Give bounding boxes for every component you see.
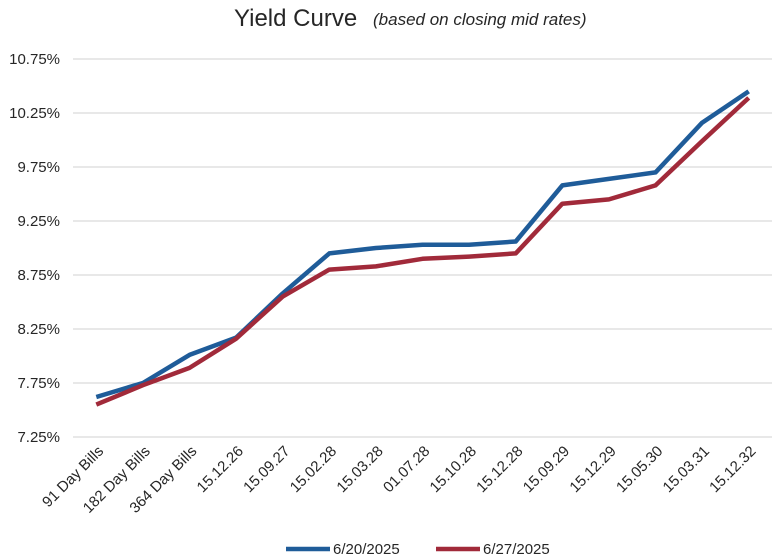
y-tick-label: 10.25% — [9, 105, 60, 122]
y-tick-label: 8.25% — [17, 321, 60, 338]
series-line-1 — [95, 89, 750, 400]
y-tick-label: 7.75% — [17, 375, 60, 392]
gridlines — [73, 58, 772, 438]
y-tick-label: 9.75% — [17, 159, 60, 176]
x-tick-label: 15.12.28 — [473, 443, 526, 496]
legend-label: 6/20/2025 — [333, 541, 400, 558]
x-tick-label: 15.12.29 — [566, 443, 619, 496]
chart-title: Yield Curve — [234, 5, 357, 32]
x-tick-label: 15.12.26 — [194, 443, 247, 496]
x-tick-label: 15.12.32 — [706, 443, 759, 496]
legend-label: 6/27/2025 — [483, 541, 550, 558]
y-tick-label: 7.25% — [17, 429, 60, 446]
series-lines — [95, 89, 751, 407]
x-tick-label: 15.05.30 — [613, 443, 666, 496]
x-tick-label: 15.03.31 — [660, 443, 713, 496]
y-axis-ticks: 7.25% 7.75% 8.25% 8.75% 9.25% 9.75% 10.25% 10.7… — [9, 51, 60, 446]
y-tick-label: 10.75% — [9, 51, 60, 68]
y-tick-label: 8.75% — [17, 267, 60, 284]
chart-subtitle: (based on closing mid rates) — [373, 10, 587, 29]
x-tick-label: 15.03.28 — [333, 443, 386, 496]
x-tick-label: 01.07.28 — [380, 443, 433, 496]
series-line-2 — [95, 96, 751, 407]
x-tick-label: 15.09.27 — [240, 443, 293, 496]
y-tick-label: 9.25% — [17, 213, 60, 230]
x-tick-label: 15.10.28 — [427, 443, 480, 496]
x-tick-label: 15.02.28 — [287, 443, 340, 496]
legend: 6/20/2025 6/27/2025 — [286, 541, 550, 558]
x-tick-label: 15.09.29 — [520, 443, 573, 496]
